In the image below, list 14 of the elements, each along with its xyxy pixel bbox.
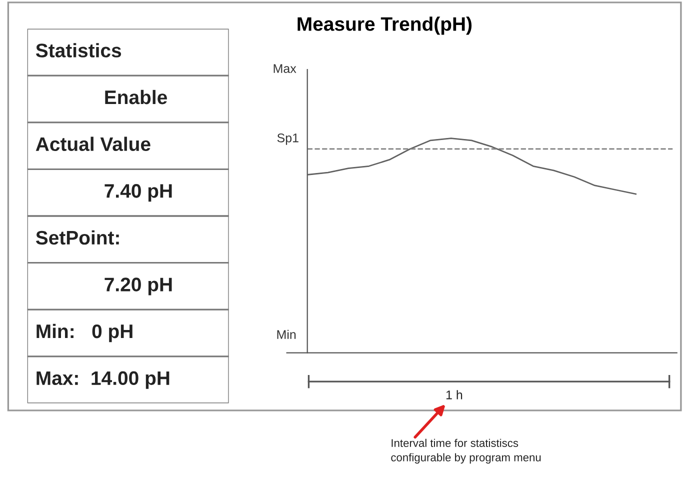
- chart-title: Measure Trend(pH): [298, 16, 472, 35]
- text: Actual Value: [36, 136, 150, 152]
- ref-line-label: Sp1: [277, 133, 298, 145]
- text: Min: 0 pH: [36, 324, 132, 342]
- text: Interval time for statistiscs configurable by program menu: [391, 438, 541, 464]
- text: Statistics: [36, 43, 122, 58]
- text: Min: [277, 330, 296, 339]
- text: 1 h: [446, 390, 462, 400]
- text: Max: 14.00 pH: [36, 371, 170, 389]
- text: 7.40 pH: [104, 184, 172, 202]
- text: 7.20 pH: [104, 278, 172, 296]
- text: Enable: [105, 90, 167, 104]
- text: SetPoint:: [36, 230, 119, 245]
- text: Max: [274, 64, 296, 73]
